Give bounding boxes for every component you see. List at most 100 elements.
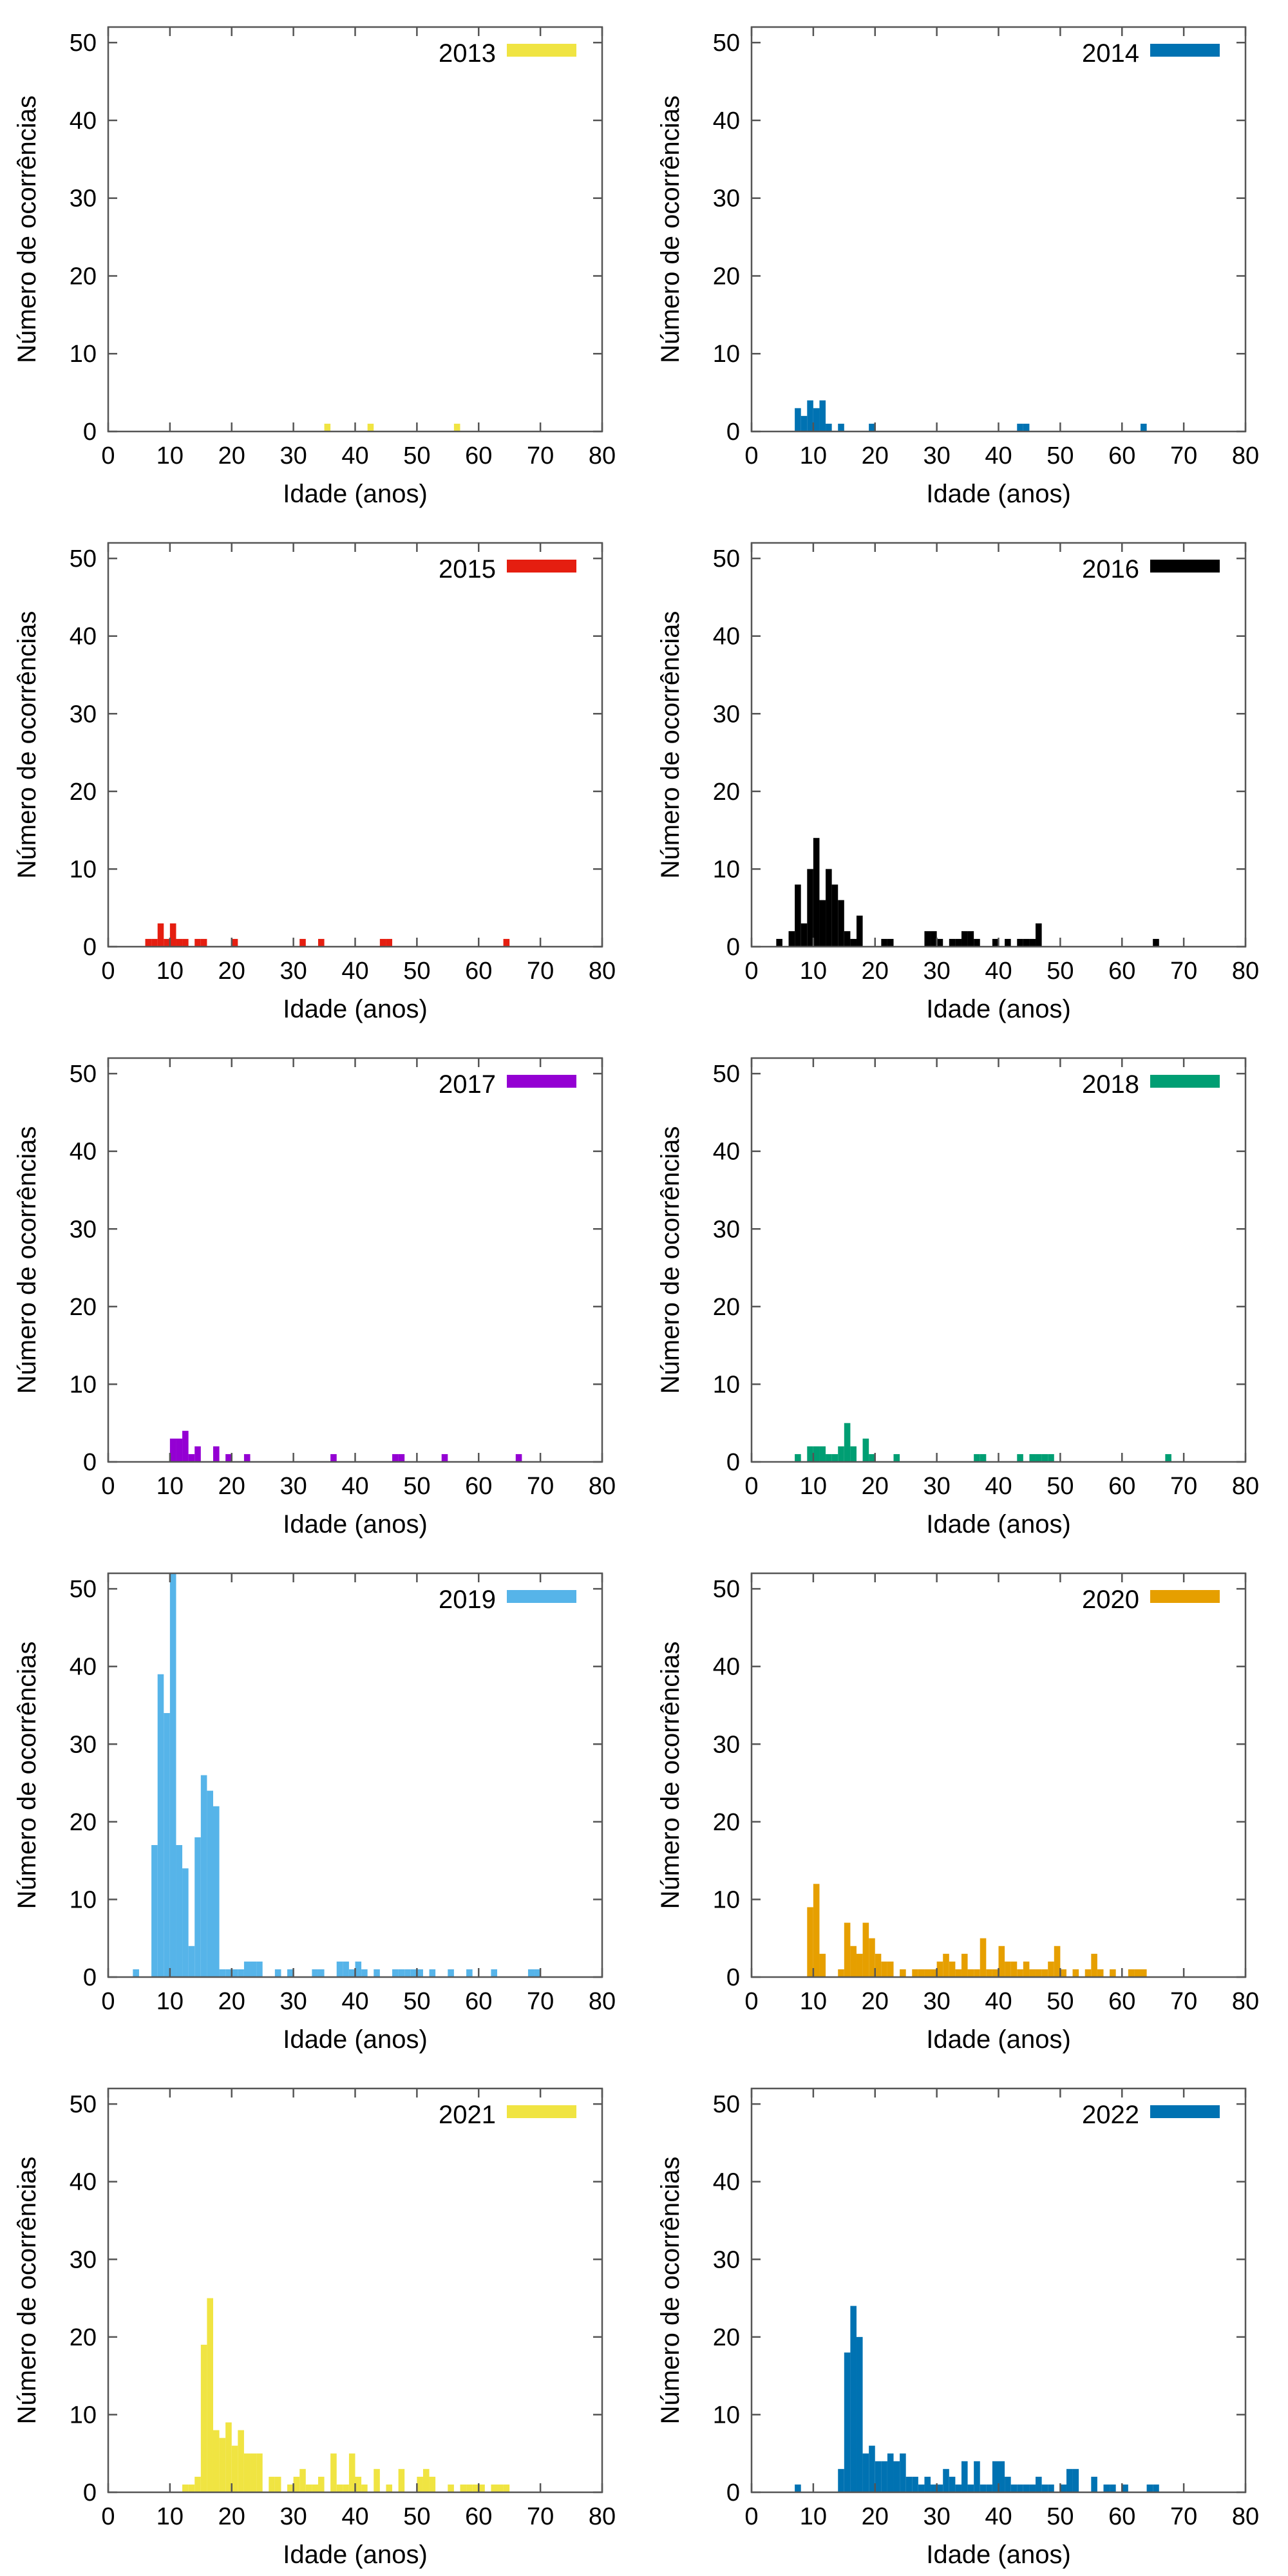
histogram-bar	[980, 1938, 987, 1977]
histogram-bar	[182, 2484, 189, 2492]
y-tick-label: 10	[713, 2401, 740, 2429]
histogram-bar	[448, 1969, 454, 1977]
histogram-bar	[974, 2461, 980, 2492]
histogram-bar	[838, 2468, 844, 2492]
histogram-bar	[980, 1454, 987, 1462]
y-tick-label: 40	[70, 108, 97, 135]
histogram-bar	[448, 2484, 454, 2492]
y-tick-label: 0	[726, 419, 740, 446]
y-tick-label: 40	[713, 1654, 740, 1681]
histogram-bar	[188, 1946, 195, 1977]
histogram-bar	[1041, 2484, 1048, 2492]
histogram-bar	[460, 2484, 467, 2492]
histogram-bar	[924, 1969, 931, 1977]
legend-label: 2018	[1082, 1070, 1139, 1099]
x-tick-label: 70	[1170, 1473, 1197, 1500]
histogram-bar	[1165, 1454, 1171, 1462]
histogram-bar	[856, 915, 863, 947]
histogram-bar	[869, 1454, 875, 1462]
histogram-bar	[256, 1961, 263, 1977]
histogram-bar	[299, 938, 306, 947]
x-axis-title: Idade (anos)	[283, 2541, 428, 2569]
histogram-bar	[862, 1438, 869, 1462]
histogram-bar	[1029, 938, 1036, 947]
histogram-bar	[330, 2453, 337, 2492]
y-axis-title: Número de ocorrências	[656, 1126, 685, 1394]
histogram-bar	[819, 1446, 826, 1462]
histogram-bar	[795, 884, 801, 947]
legend: 2022	[1082, 2101, 1220, 2129]
histogram-bar	[844, 1922, 851, 1977]
histogram-bar	[225, 1969, 232, 1977]
histogram-bar	[238, 2430, 244, 2492]
histogram-bar	[169, 1438, 176, 1462]
histogram-bar	[826, 1454, 832, 1462]
histogram-bar	[918, 2484, 925, 2492]
x-tick-label: 60	[465, 958, 492, 985]
histogram-bar	[1122, 2484, 1128, 2492]
chart-panel-2018: 0 10 20 30 40 50 60 70 80 0 10 20 30 40 50 Idade (anos)…	[656, 1057, 1259, 1539]
histogram-bar	[1036, 1454, 1042, 1462]
histogram-bar	[200, 1775, 207, 1977]
y-tick-label: 20	[713, 263, 740, 290]
histogram-bar	[429, 1969, 436, 1977]
x-axis-title: Idade (anos)	[283, 995, 428, 1023]
y-tick-label: 0	[83, 1449, 97, 1476]
histogram-bar	[850, 1446, 857, 1462]
x-tick-label: 30	[279, 1988, 307, 2015]
chart-panel-2016: 0 10 20 30 40 50 60 70 80 0 10 20 30 40 50 Idade (anos)…	[656, 542, 1259, 1023]
y-tick-label: 50	[70, 1061, 97, 1088]
y-tick-label: 40	[713, 623, 740, 650]
x-tick-label: 30	[923, 1473, 950, 1500]
histogram-bar	[900, 2453, 906, 2492]
x-tick-label: 0	[101, 1473, 115, 1500]
x-tick-label: 50	[1046, 442, 1074, 469]
legend-label: 2015	[439, 555, 496, 583]
y-tick-label: 50	[70, 1576, 97, 1603]
chart-panel-2019: 0 10 20 30 40 50 60 70 80 0 10 20 30 40 50 Idade (anos)…	[13, 1572, 616, 2054]
histogram-bar	[1103, 2484, 1110, 2492]
histogram-bar	[881, 2461, 887, 2492]
histogram-bar	[182, 938, 189, 947]
legend-swatch	[507, 1075, 576, 1088]
x-tick-label: 80	[1232, 2503, 1259, 2530]
histogram-bar	[1041, 1454, 1048, 1462]
histogram-bar	[1017, 1969, 1023, 1977]
histogram-bar	[813, 838, 820, 947]
histogram-bar	[293, 2476, 300, 2492]
histogram-bar	[1010, 2484, 1018, 2492]
histogram-bar	[838, 900, 844, 947]
x-tick-label: 70	[1170, 442, 1197, 469]
histogram-bar	[844, 931, 851, 947]
histogram-bar	[176, 938, 183, 947]
histogram-bar	[844, 1423, 851, 1462]
y-tick-label: 0	[726, 1449, 740, 1476]
y-tick-label: 10	[713, 341, 740, 368]
x-tick-label: 60	[465, 1473, 492, 1500]
x-tick-label: 0	[744, 958, 758, 985]
histogram-bar	[503, 2484, 510, 2492]
y-axis-title: Número de ocorrências	[13, 2157, 41, 2425]
legend-swatch	[1150, 44, 1220, 57]
y-tick-label: 0	[726, 1964, 740, 1991]
y-axis-title: Número de ocorrências	[656, 2157, 685, 2425]
histogram-bar	[164, 938, 170, 947]
legend-label: 2013	[439, 39, 496, 68]
histogram-bar	[862, 2453, 869, 2492]
histogram-bar	[133, 1969, 139, 1977]
x-tick-label: 0	[101, 2503, 115, 2530]
y-tick-label: 30	[713, 2246, 740, 2273]
x-tick-label: 60	[1108, 958, 1135, 985]
histogram-bar	[367, 423, 374, 431]
histogram-bar	[826, 423, 832, 431]
histogram-bar	[819, 1953, 826, 1977]
y-tick-label: 40	[713, 1139, 740, 1166]
histogram-bar	[1097, 1969, 1104, 1977]
y-tick-label: 30	[70, 2246, 97, 2273]
histogram-bar	[410, 1969, 417, 1977]
y-tick-label: 40	[713, 2169, 740, 2196]
histogram-bar	[441, 1454, 448, 1462]
histogram-bar	[188, 1454, 195, 1462]
plot-frame	[750, 2087, 1247, 2494]
x-axis-title: Idade (anos)	[283, 480, 428, 508]
